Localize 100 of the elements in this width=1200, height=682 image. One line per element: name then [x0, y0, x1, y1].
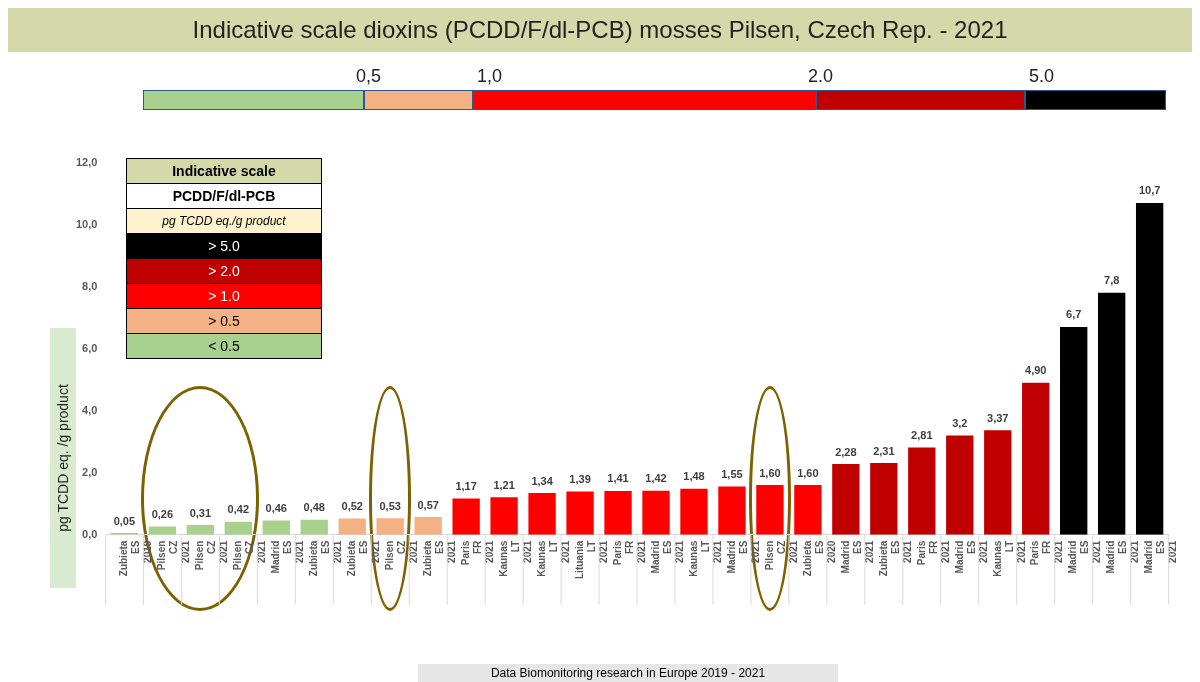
text: 5.0 [1029, 66, 1055, 87]
text: Data Biomonitoring research in Europe 2019 - 2021 [418, 664, 838, 682]
bar [1098, 292, 1126, 535]
bar [414, 516, 442, 535]
x-tick-label: Zubieta ES 2019 [118, 540, 154, 577]
bar [642, 490, 670, 535]
data-label: 0,57 [417, 498, 439, 511]
x-tick-label: Madrid ES 2021 [270, 540, 306, 574]
data-label: 0,53 [379, 499, 401, 512]
bar [262, 520, 290, 535]
data-label: 1,41 [607, 472, 629, 485]
x-tick-label: Zubieta ES 2021 [421, 540, 457, 577]
bar [908, 447, 936, 535]
x-tick-label: Pilsen CZ 2021 [194, 540, 230, 571]
data-label: 10,7 [1138, 184, 1161, 197]
bar [1022, 382, 1050, 535]
data-label: 0,42 [227, 503, 250, 516]
y-tick-label: 12,0 [75, 155, 98, 168]
x-tick-label: Paris FR 2021 [1029, 539, 1065, 566]
data-label: 1,21 [493, 478, 515, 491]
data-label: 2,28 [835, 445, 857, 458]
text: 2.0 [808, 66, 834, 87]
data-label: 6,7 [1066, 308, 1082, 321]
data-label: 2,31 [873, 444, 895, 457]
x-tick-label: Madrid ES 2021 [953, 540, 989, 574]
bar [376, 518, 404, 535]
text: 1,0 [477, 66, 503, 87]
bar [794, 485, 822, 535]
annotation: > 1.0 [126, 284, 322, 309]
x-tick-label: Pilsen CZ 2021 [763, 540, 799, 571]
annotation: PCDD/F/dl-PCB [126, 184, 322, 209]
y-tick-label: 8,0 [82, 279, 98, 292]
data-label: 1,39 [569, 473, 591, 486]
x-tick-label: Kaunas LT 2021 [991, 540, 1027, 577]
data-label: 1,55 [721, 468, 743, 481]
annotation: > 0.5 [126, 309, 322, 334]
x-tick-label: Pilsen CZ 2021 [232, 540, 268, 571]
chart-title: Indicative scale dioxins (PCDD/F/dl-PCB) mosses Pilsen, Czech Rep. - 2021 [8, 8, 1192, 52]
x-tick-label: Kaunas LT 2021 [687, 540, 723, 577]
data-label: 2,81 [911, 429, 933, 442]
x-tick-label: Madrid ES 2021 [839, 540, 875, 574]
annotation: > 5.0 [126, 234, 322, 259]
y-tick-label: 10,0 [75, 217, 98, 230]
bar [718, 486, 746, 535]
x-tick-label: Zubieta ES 2021 [345, 540, 381, 577]
bar [490, 497, 518, 535]
bar [300, 519, 328, 535]
x-tick-label: Madrid ES 2021 [1067, 540, 1103, 574]
data-label: 7,8 [1104, 274, 1120, 287]
bar [224, 521, 252, 535]
x-tick-label: Pilsen CZ 2021 [383, 540, 419, 571]
x-tick-label: Paris FR 2021 [915, 539, 951, 566]
data-label: 0,26 [151, 508, 174, 521]
annotation: Indicative scale [126, 158, 322, 184]
y-tick-label: 0,0 [82, 527, 98, 540]
y-tick-label: 2,0 [82, 465, 98, 478]
data-label: 4,90 [1025, 364, 1047, 377]
bar [1060, 326, 1088, 535]
bar [186, 525, 215, 535]
bar [870, 463, 898, 535]
bar [604, 490, 632, 535]
x-tick-label: Madrid ES 2021 [1143, 540, 1179, 574]
x-tick-label: Zubieta ES 2020 [801, 540, 837, 577]
data-label: 0,52 [341, 500, 363, 513]
bar [984, 430, 1012, 535]
data-label: 0,48 [303, 501, 325, 514]
data-label: 1,48 [683, 470, 705, 483]
x-tick-label: Paris FR 2021 [611, 539, 647, 566]
y-tick-label: 4,0 [82, 403, 98, 416]
bar [1135, 202, 1164, 535]
data-label: 1,17 [455, 479, 477, 492]
data-label: 3,2 [952, 416, 968, 429]
data-label: 1,34 [531, 474, 554, 487]
data-label: 0,05 [113, 514, 136, 527]
bar [832, 463, 860, 535]
bar [756, 485, 784, 535]
x-tick-label: Zubieta ES 2021 [877, 540, 913, 577]
x-tick-label: Madrid ES 2021 [1105, 540, 1141, 574]
data-label: 1,60 [797, 466, 819, 479]
data-label: 1,42 [645, 472, 667, 485]
data-label: 1,60 [759, 466, 781, 479]
x-tick-label: Madrid ES 2021 [649, 540, 685, 574]
y-tick-label: 6,0 [82, 341, 98, 354]
bar [338, 518, 366, 535]
bar [680, 488, 708, 535]
x-tick-label: Pilsen CZ 2021 [156, 540, 192, 571]
data-label: 0,31 [189, 506, 212, 519]
x-tick-label: Kaunas LT 2021 [497, 540, 533, 577]
x-tick-label: Lituania LT 2021 [573, 540, 609, 580]
x-tick-label: Zubieta ES 2021 [308, 540, 344, 577]
annotation: < 0.5 [126, 334, 322, 359]
x-tick-label: Paris FR 2021 [459, 539, 495, 566]
bar [528, 493, 556, 535]
annotation: pg TCDD eq./g product [126, 209, 322, 234]
x-tick-label: Kaunas LT 2021 [535, 540, 571, 577]
annotation: > 2.0 [126, 259, 322, 284]
data-label: 3,37 [987, 411, 1009, 424]
x-tick-label: Madrid ES 2021 [725, 540, 761, 574]
bar [566, 491, 594, 535]
bar [946, 435, 974, 535]
